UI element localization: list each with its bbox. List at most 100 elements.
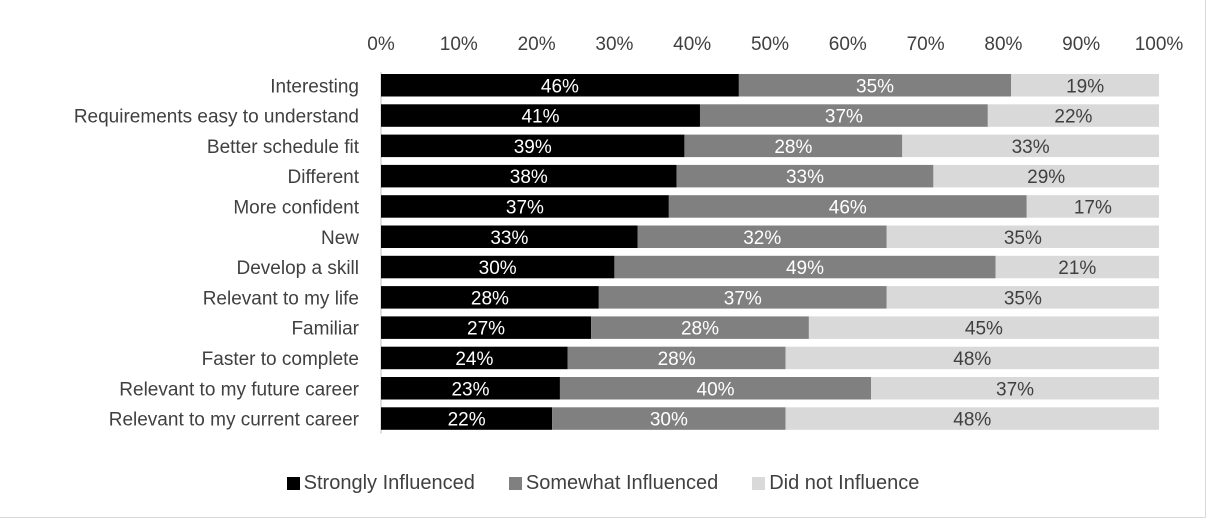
bar-somewhat-influenced (668, 195, 1027, 218)
data-label: 22% (448, 410, 486, 431)
bar-strongly-influenced (381, 134, 685, 158)
data-label: 19% (1066, 76, 1104, 97)
x-tick-label: 80% (984, 34, 1022, 55)
bar-somewhat-influenced (684, 134, 903, 158)
bar-did-not-influence (1026, 195, 1159, 218)
x-tick-label: 50% (751, 34, 789, 55)
bar-somewhat-influenced (699, 104, 988, 127)
x-tick-label: 10% (440, 34, 478, 55)
data-label: 28% (681, 319, 719, 340)
data-label: 45% (965, 319, 1003, 340)
bar-did-not-influence (785, 346, 1159, 370)
bar-strongly-influenced (381, 195, 669, 218)
data-label: 28% (774, 137, 812, 158)
data-label: 37% (506, 197, 544, 218)
data-label: 46% (829, 197, 867, 218)
data-label: 41% (521, 107, 559, 128)
category-label: Relevant to my future career (119, 379, 359, 400)
category-label: New (321, 228, 359, 249)
data-label: 33% (490, 228, 528, 249)
category-label: Better schedule fit (207, 137, 360, 158)
legend: Strongly Influenced Somewhat Influenced Di… (0, 472, 1205, 495)
data-label: 29% (1027, 167, 1065, 188)
bar-did-not-influence (886, 286, 1159, 309)
x-tick-label: 0% (367, 34, 395, 55)
data-label: 37% (825, 107, 863, 128)
x-tick-label: 90% (1062, 34, 1100, 55)
data-label: 38% (510, 167, 548, 188)
category-label: Faster to complete (202, 349, 359, 370)
legend-swatch (752, 477, 766, 490)
bar-strongly-influenced (381, 74, 739, 97)
x-tick-label: 70% (907, 34, 945, 55)
data-label: 46% (541, 76, 579, 97)
data-label: 39% (514, 137, 552, 158)
data-label: 30% (650, 410, 688, 431)
legend-label: Strongly Influenced (303, 472, 475, 494)
category-label: Develop a skill (237, 258, 360, 279)
legend-item: Somewhat Influenced (508, 472, 719, 495)
bar-somewhat-influenced (676, 164, 934, 188)
data-label: 23% (451, 379, 489, 400)
bar-strongly-influenced (381, 407, 553, 430)
data-label: 37% (724, 288, 762, 309)
legend-swatch (286, 477, 300, 490)
data-label: 32% (743, 228, 781, 249)
bar-did-not-influence (995, 255, 1159, 279)
data-label: 48% (953, 410, 991, 431)
category-label: Relevant to my current career (109, 410, 360, 431)
bar-did-not-influence (886, 225, 1159, 248)
x-tick-label: 60% (829, 34, 867, 55)
x-tick-label: 40% (673, 34, 711, 55)
bar-somewhat-influenced (567, 346, 786, 370)
data-label: 33% (786, 167, 824, 188)
data-label: 35% (1004, 288, 1042, 309)
data-label: 27% (467, 319, 505, 340)
category-label: More confident (233, 197, 359, 218)
bar-did-not-influence (785, 407, 1159, 430)
bar-somewhat-influenced (637, 225, 887, 248)
data-label: 17% (1074, 197, 1112, 218)
data-label: 28% (471, 288, 509, 309)
data-label: 33% (1012, 137, 1050, 158)
bar-did-not-influence (1011, 74, 1159, 97)
bar-somewhat-influenced (591, 316, 809, 339)
data-label: 21% (1058, 258, 1096, 279)
data-label: 49% (786, 258, 824, 279)
legend-item: Did not Influence (752, 472, 919, 495)
bar-did-not-influence (808, 316, 1159, 339)
category-label: Relevant to my life (203, 288, 359, 309)
bar-strongly-influenced (381, 346, 568, 370)
bar-somewhat-influenced (614, 255, 996, 279)
data-label: 48% (953, 349, 991, 370)
bar-strongly-influenced (381, 225, 638, 248)
category-label: Familiar (291, 319, 359, 340)
bar-strongly-influenced (381, 316, 592, 339)
bar-strongly-influenced (381, 377, 560, 400)
bar-did-not-influence (933, 164, 1159, 188)
data-label: 35% (856, 76, 894, 97)
bar-strongly-influenced (381, 255, 615, 279)
x-tick-label: 20% (518, 34, 556, 55)
legend-item: Strongly Influenced (286, 472, 475, 495)
data-label: 28% (658, 349, 696, 370)
bar-somewhat-influenced (559, 377, 872, 400)
x-tick-label: 100% (1135, 34, 1184, 55)
data-label: 30% (479, 258, 517, 279)
bar-strongly-influenced (381, 286, 599, 309)
legend-swatch (508, 477, 522, 490)
bar-did-not-influence (871, 377, 1159, 400)
x-tick-label: 30% (595, 34, 633, 55)
data-label: 40% (697, 379, 735, 400)
category-label: Interesting (270, 76, 359, 97)
category-label: Requirements easy to understand (74, 107, 359, 128)
bar-somewhat-influenced (598, 286, 887, 309)
chart-plot: 0% 10% 20% 30% 40% 50% 60% 70% 80% 90% 100% Interes… (74, 34, 1184, 434)
data-label: 22% (1054, 107, 1092, 128)
data-label: 24% (455, 349, 493, 370)
data-label: 37% (996, 379, 1034, 400)
bar-somewhat-influenced (738, 74, 1012, 97)
legend-label: Somewhat Influenced (525, 472, 719, 494)
bar-strongly-influenced (381, 104, 700, 127)
